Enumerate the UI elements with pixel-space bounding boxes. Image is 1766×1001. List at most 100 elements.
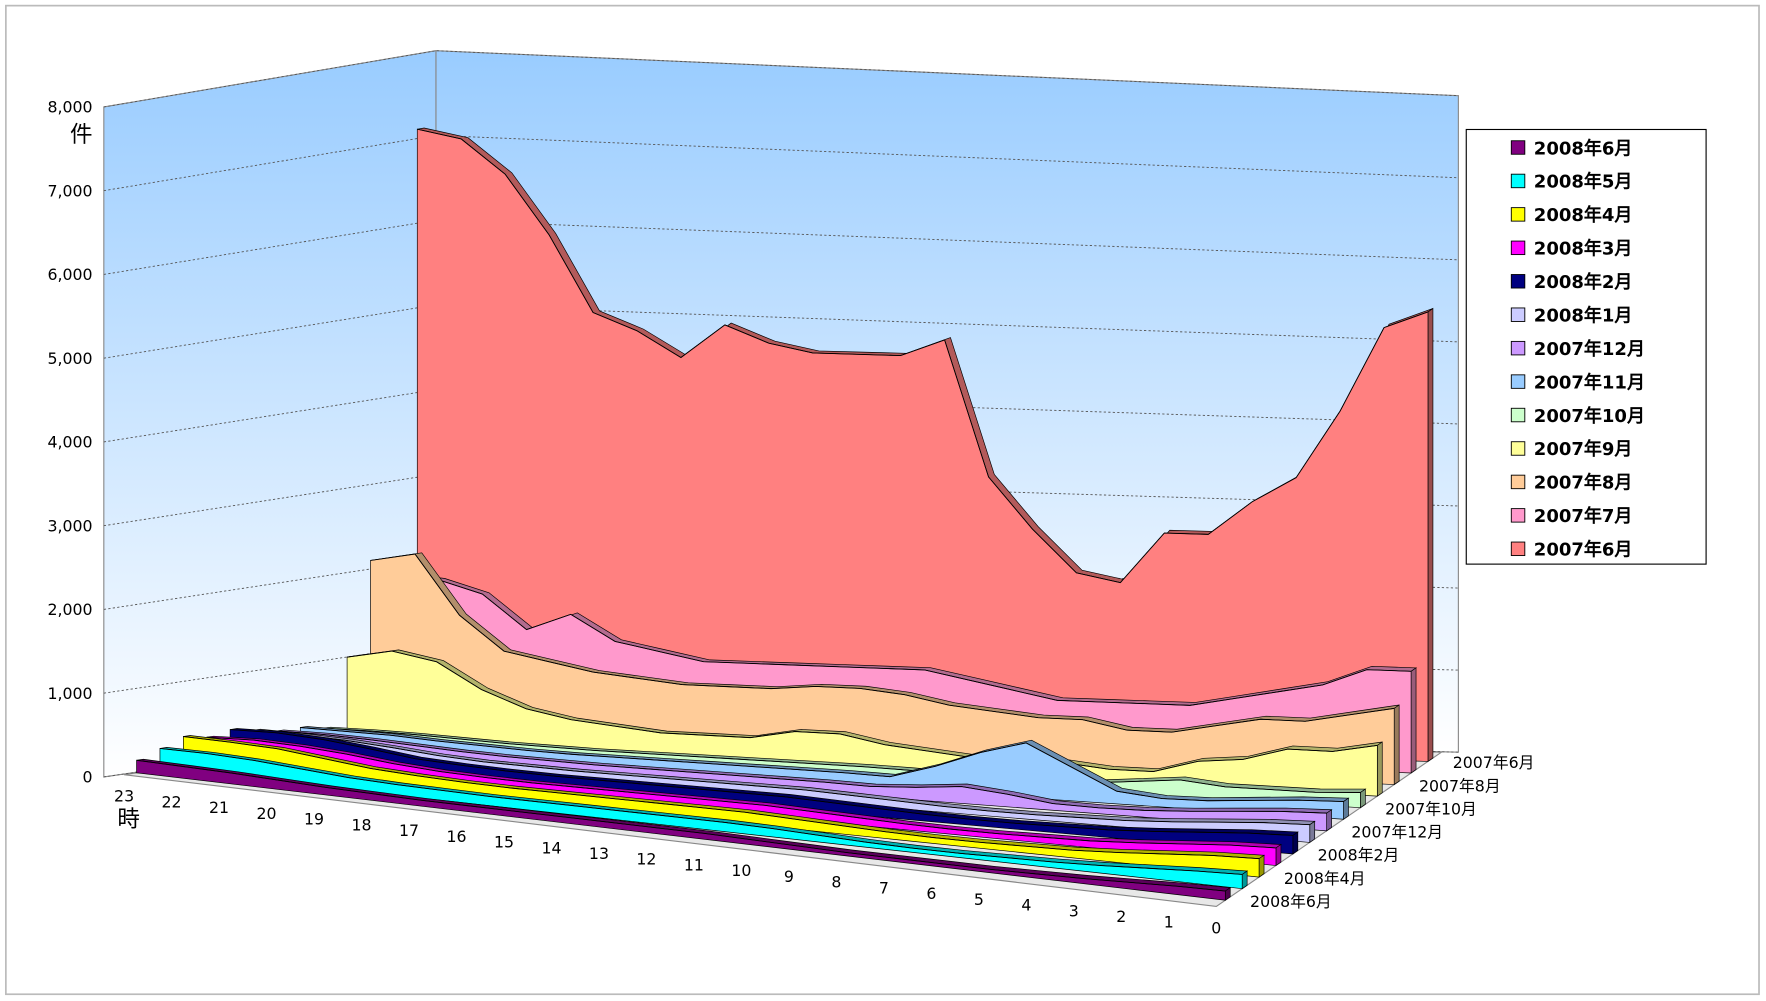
depth-label: 2008年6月 — [1250, 892, 1332, 911]
x-tick-label: 20 — [257, 804, 277, 823]
x-tick-label: 19 — [304, 810, 324, 829]
y-tick-label: 3,000 — [47, 516, 92, 535]
area-line — [206, 736, 1276, 849]
legend-label: 2007年12月 — [1534, 338, 1645, 360]
x-tick-label: 1 — [1164, 913, 1174, 932]
series — [183, 735, 1266, 878]
x-tick-label: 8 — [831, 873, 841, 892]
x-tick-label: 11 — [684, 855, 704, 874]
x-tick-label: 2 — [1116, 907, 1126, 926]
x-tick-label: 16 — [446, 827, 466, 846]
area-side — [1292, 831, 1299, 855]
grid-line — [103, 134, 1459, 192]
area-side — [1275, 843, 1282, 867]
series — [136, 758, 1232, 901]
area-side — [1427, 307, 1434, 763]
legend-swatch — [1510, 541, 1526, 557]
area-line — [230, 729, 1293, 836]
legend-label: 2007年8月 — [1534, 472, 1633, 494]
x-tick-label: 9 — [784, 867, 794, 886]
depth-label: 2008年2月 — [1318, 846, 1400, 865]
grid-line — [103, 304, 1459, 359]
area-line — [370, 553, 1395, 733]
area-side — [1258, 854, 1265, 878]
depth-label: 2008年4月 — [1284, 869, 1366, 888]
y-axis-label: 件 — [70, 122, 93, 148]
x-tick-label: 3 — [1069, 901, 1079, 920]
series — [299, 726, 1350, 820]
area-side — [1360, 788, 1366, 809]
area-side — [1309, 820, 1316, 844]
legend-label: 2007年11月 — [1534, 371, 1645, 393]
legend-swatch — [1510, 374, 1526, 389]
legend-swatch — [1510, 407, 1526, 423]
area-side — [1393, 704, 1400, 786]
area-line — [323, 727, 1361, 793]
area-line — [417, 128, 1429, 584]
x-tick-label: 7 — [879, 878, 889, 897]
area-line — [393, 573, 1412, 706]
legend-label: 2008年2月 — [1534, 271, 1633, 293]
x-tick-label: 0 — [1211, 918, 1221, 937]
legend-label: 2008年4月 — [1534, 204, 1633, 226]
legend-label: 2008年3月 — [1534, 238, 1633, 260]
x-tick-label: 23 — [114, 787, 134, 806]
x-tick-label: 18 — [351, 815, 371, 834]
area-line — [159, 747, 1243, 875]
y-tick-label: 5,000 — [47, 349, 92, 368]
legend-swatch — [1510, 274, 1526, 289]
legend-swatch — [1510, 508, 1526, 523]
grid-line — [103, 219, 1459, 275]
legend-label: 2008年5月 — [1534, 171, 1633, 193]
x-tick-label: 10 — [731, 861, 751, 880]
area-line — [300, 727, 1344, 802]
area-side — [1410, 667, 1417, 774]
legend-swatch — [1510, 307, 1526, 322]
depth-label: 2007年6月 — [1453, 753, 1535, 772]
legend-label: 2007年7月 — [1534, 505, 1633, 527]
x-tick-label: 17 — [399, 821, 419, 840]
x-tick-label: 13 — [589, 844, 609, 863]
grid-line — [103, 50, 1459, 108]
y-tick-label: 0 — [83, 768, 93, 787]
x-tick-label: 14 — [541, 838, 561, 857]
depth-label: 2007年8月 — [1419, 776, 1501, 795]
y-tick-label: 4,000 — [47, 433, 92, 452]
x-axis-label: 時 — [117, 806, 140, 832]
legend — [1465, 128, 1707, 565]
area-line — [183, 736, 1260, 860]
depth-label: 2007年10月 — [1385, 799, 1477, 818]
area-side — [1241, 870, 1248, 890]
area-line — [276, 730, 1327, 814]
legend-swatch — [1510, 240, 1526, 256]
legend-swatch — [1510, 207, 1526, 222]
area-side — [1376, 741, 1383, 797]
legend-label: 2008年6月 — [1534, 137, 1633, 159]
y-tick-label: 7,000 — [47, 181, 92, 200]
grid-line — [103, 473, 1459, 527]
series — [416, 127, 1434, 763]
legend-swatch — [1510, 140, 1526, 155]
legend-label: 2007年9月 — [1534, 438, 1633, 460]
area-side — [1326, 809, 1332, 832]
legend-label: 2007年10月 — [1534, 405, 1645, 427]
depth-label: 2007年12月 — [1351, 823, 1443, 842]
y-tick-label: 2,000 — [47, 600, 92, 619]
x-tick-label: 12 — [636, 850, 656, 869]
y-tick-label: 8,000 — [47, 98, 92, 117]
legend-label: 2007年6月 — [1534, 539, 1633, 561]
legend-label: 2008年1月 — [1534, 304, 1633, 326]
x-tick-label: 15 — [494, 833, 514, 852]
x-tick-label: 21 — [209, 798, 229, 817]
legend-swatch — [1510, 340, 1526, 356]
x-tick-label: 5 — [974, 890, 984, 909]
x-tick-label: 4 — [1021, 896, 1031, 915]
grid-line — [103, 389, 1459, 443]
y-tick-label: 6,000 — [47, 265, 92, 284]
area-line — [136, 759, 1226, 892]
area-line — [253, 729, 1310, 826]
legend-swatch — [1510, 474, 1526, 490]
series — [276, 729, 1333, 832]
legend-swatch — [1510, 173, 1526, 189]
